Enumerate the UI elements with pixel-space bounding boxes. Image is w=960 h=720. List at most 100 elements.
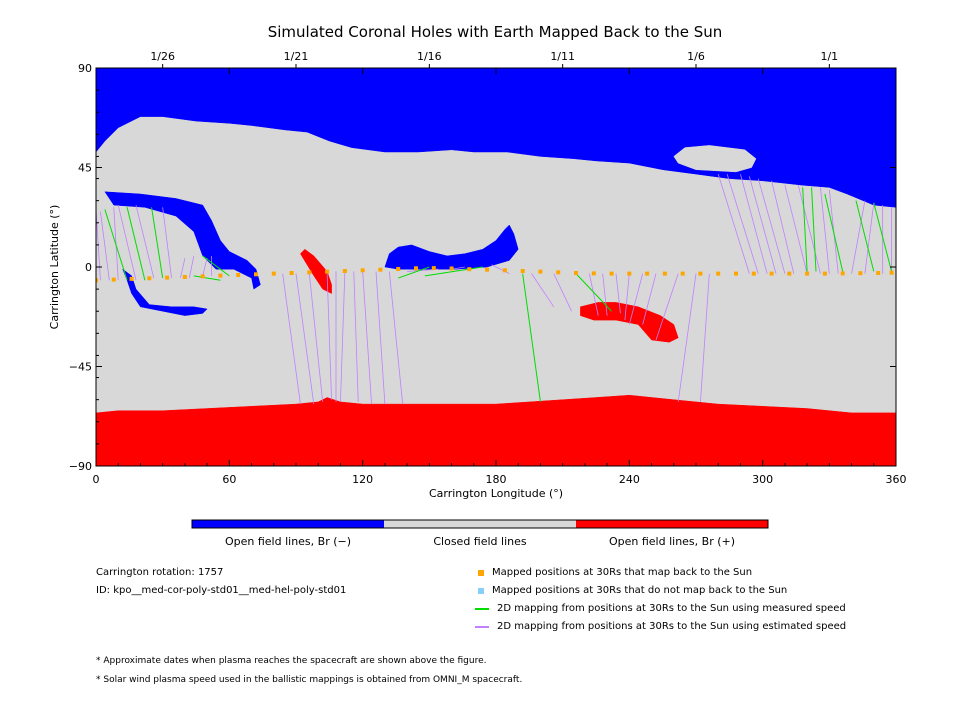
estimated-mapping-line <box>100 211 110 281</box>
mapped-position-marker <box>271 271 276 276</box>
mapped-position-marker <box>129 276 134 281</box>
mapped-position-marker <box>414 266 418 271</box>
measured-mapping-line <box>802 187 808 272</box>
mapped-position-marker <box>449 266 454 271</box>
legend-swatch-unmapped <box>478 587 484 594</box>
estimated-mapping-line <box>308 273 324 402</box>
estimated-mapping-line <box>820 187 830 274</box>
estimated-mapping-line <box>851 200 866 274</box>
estimated-mapping-line <box>588 273 599 316</box>
mapped-position-marker <box>485 267 490 272</box>
y-tick-label: 45 <box>78 162 92 175</box>
estimated-mapping-line <box>388 271 404 405</box>
mapped-position-marker <box>769 271 774 276</box>
mapped-position-marker <box>96 278 98 283</box>
mapped-position-marker <box>396 267 401 271</box>
mapped-track-layer <box>96 266 894 283</box>
estimated-mapping-line <box>353 271 359 402</box>
estimated-mapping-line <box>624 273 630 321</box>
date-tick-label: 1/6 <box>687 50 705 63</box>
legend-swatch-mapped <box>478 569 484 576</box>
estimated-mapping-line <box>340 271 346 402</box>
mapped-position-marker <box>805 271 810 276</box>
measured-mapping-line <box>811 187 817 272</box>
x-axis-label: Carrington Longitude (°) <box>429 487 563 500</box>
estimated-mapping-line <box>362 271 372 405</box>
estimated-mapping-line <box>602 273 608 316</box>
estimated-mapping-line <box>655 273 679 341</box>
mapped-position-marker <box>645 271 650 276</box>
mapped-position-marker <box>200 274 205 279</box>
y-axis-label: Carrington Latitude (°) <box>48 205 61 330</box>
estimated-mapping-line <box>451 266 465 270</box>
measured-mapping-line <box>104 209 128 281</box>
mapping-links-layer <box>96 174 893 405</box>
mapped-position-marker <box>787 271 792 276</box>
estimated-mapping-line <box>700 273 710 402</box>
x-tick-label: 60 <box>222 473 236 486</box>
estimated-mapping-line <box>864 202 875 274</box>
mapped-position-marker <box>218 273 223 278</box>
estimated-mapping-line <box>117 204 137 281</box>
measured-mapping-line <box>824 193 844 272</box>
x-tick-label: 360 <box>886 473 907 486</box>
mapped-position-marker <box>467 267 472 272</box>
colorbar-open-positive <box>576 520 768 528</box>
date-tick-label: 1/1 <box>820 50 838 63</box>
estimated-mapping-line <box>615 273 621 314</box>
x-tick-label: 180 <box>486 473 507 486</box>
legend-label-measured: 2D mapping from positions at 30Rs to the… <box>497 603 846 614</box>
estimated-mapping-line <box>180 258 186 279</box>
colorbar-label-positive: Open field lines, Br (+) <box>609 535 735 548</box>
estimated-mapping-line <box>757 178 786 274</box>
estimated-mapping-line <box>202 258 208 276</box>
estimated-mapping-line <box>282 273 301 405</box>
axes-layer: 0 60 120 180 240 300 360 90 45 0 −45 −90 1/26 1/21 1/1… <box>69 50 907 486</box>
measured-mapping-line <box>424 266 483 277</box>
estimated-mapping-line <box>740 174 768 274</box>
mapped-position-marker <box>147 276 152 281</box>
mapped-position-marker <box>378 267 383 272</box>
legend-label-unmapped: Mapped positions at 30Rs that do not map… <box>492 585 788 596</box>
date-tick-label: 1/11 <box>550 50 575 63</box>
coronal-hole-negative-small <box>122 268 208 316</box>
x-tick-label: 0 <box>93 473 100 486</box>
mapped-position-marker <box>431 266 436 271</box>
mapped-position-marker <box>591 271 596 276</box>
legend-item-estimated: 2D mapping from positions at 30Rs to the… <box>475 621 846 632</box>
north-polar-hole-negative <box>96 68 896 208</box>
chart-title: Simulated Coronal Holes with Earth Mappe… <box>268 23 723 41</box>
mapped-position-marker <box>751 271 756 276</box>
footnote-speed: * Solar wind plasma speed used in the ba… <box>96 675 523 685</box>
measured-mapping-line <box>193 275 221 281</box>
x-tick-label: 120 <box>352 473 373 486</box>
measured-mapping-line <box>855 200 875 272</box>
mapped-position-marker <box>680 271 685 276</box>
date-tick-label: 1/26 <box>150 50 175 63</box>
estimated-mapping-line <box>784 185 808 274</box>
measured-mapping-line <box>398 266 430 279</box>
estimated-mapping-line <box>771 180 795 274</box>
legend-swatch-estimated <box>475 625 489 628</box>
x-tick-label: 300 <box>752 473 773 486</box>
mapped-position-marker <box>840 271 845 276</box>
mapped-position-marker <box>858 271 863 276</box>
legend-item-unmapped: Mapped positions at 30Rs that do not map… <box>478 585 787 596</box>
mapped-position-marker <box>325 269 330 274</box>
mapped-position-marker <box>289 271 294 275</box>
date-tick-label: 1/16 <box>417 50 442 63</box>
estimated-mapping-line <box>531 273 555 308</box>
legend-item-measured: 2D mapping from positions at 30Rs to the… <box>475 603 846 614</box>
estimated-mapping-line <box>553 273 572 312</box>
legend-label-mapped: Mapped positions at 30Rs that map back t… <box>492 567 753 578</box>
estimated-mapping-line <box>642 273 657 325</box>
mapped-position-marker <box>609 271 614 276</box>
closed-field-lobe <box>673 145 757 173</box>
colorbar-label-negative: Open field lines, Br (−) <box>225 535 351 548</box>
y-tick-label: −45 <box>69 361 92 374</box>
coronal-hole-positive-extension <box>580 302 679 343</box>
estimated-mapping-line <box>295 273 315 405</box>
model-id-text: ID: kpo__med-cor-poly-std01__med-hel-pol… <box>96 585 347 596</box>
x-tick-label: 240 <box>619 473 640 486</box>
estimated-mapping-line <box>797 185 821 274</box>
